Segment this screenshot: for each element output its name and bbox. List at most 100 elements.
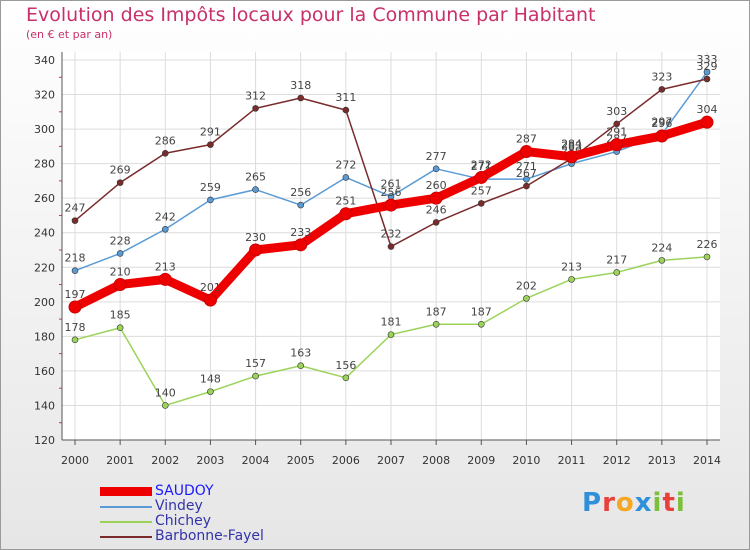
y-tick-label: 300 [34, 123, 55, 136]
y-tick-label: 240 [34, 227, 55, 240]
data-label: 251 [335, 195, 356, 208]
data-point [207, 141, 214, 148]
series-saudoy: 197 210 213 201 230 233 251 256 260 272 287 284 291 2… [65, 103, 718, 314]
chart-title: Evolution des Impôts locaux pour la Comm… [26, 4, 596, 26]
data-label: 213 [561, 260, 582, 273]
data-point [252, 105, 259, 112]
data-label: 272 [471, 158, 492, 171]
x-tick-label: 2001 [106, 454, 134, 467]
data-label: 242 [155, 210, 176, 223]
data-label: 228 [110, 234, 131, 247]
data-label: 269 [110, 164, 131, 177]
data-label: 297 [651, 115, 672, 128]
data-point [387, 331, 395, 338]
data-point [116, 179, 124, 186]
data-point [703, 75, 711, 83]
data-point [297, 94, 305, 102]
x-tick-label: 2011 [558, 454, 586, 467]
legend-swatch [100, 520, 152, 523]
logo-letter: i [675, 488, 686, 518]
data-label: 230 [245, 231, 266, 244]
data-label: 213 [155, 260, 176, 273]
data-point [297, 362, 305, 370]
data-label: 217 [606, 253, 627, 266]
x-tick-label: 2000 [61, 454, 89, 467]
data-label: 256 [381, 186, 402, 199]
data-point [252, 372, 259, 380]
data-label: 284 [561, 138, 582, 151]
legend-swatch [100, 535, 152, 538]
legend-swatch [100, 505, 152, 508]
y-tick-label: 320 [34, 89, 55, 102]
x-tick-label: 2012 [603, 454, 631, 467]
data-point [161, 402, 169, 409]
series-chichey: 178 185 140 148 157 163 156 181 187 187 202 213 217 2… [65, 238, 718, 409]
data-label: 318 [290, 79, 311, 92]
y-tick-label: 340 [34, 54, 55, 67]
data-label: 271 [516, 160, 537, 173]
data-point [207, 388, 214, 395]
data-point [116, 324, 124, 332]
data-point [432, 320, 440, 328]
legend-label: SAUDOY [155, 483, 214, 499]
x-tick-label: 2007 [377, 454, 405, 467]
data-label: 312 [245, 89, 266, 102]
series-barbonne-fayel: 247 269 286 291 312 318 311 232 246 257 267 283 303 3… [65, 60, 718, 250]
data-label: 185 [110, 309, 131, 322]
chart-subtitle: (en € et par an) [26, 28, 113, 41]
data-point [523, 295, 530, 302]
data-label: 291 [200, 126, 221, 139]
data-point [161, 149, 169, 157]
data-label: 233 [290, 226, 311, 239]
x-tick-label: 2009 [467, 454, 495, 467]
data-label: 232 [381, 228, 402, 241]
data-label: 304 [697, 103, 718, 116]
y-tick-label: 160 [34, 365, 55, 378]
data-label: 296 [651, 117, 672, 130]
data-label: 323 [651, 70, 672, 83]
data-point [342, 174, 350, 181]
y-tick-label: 120 [34, 434, 55, 447]
data-label: 291 [606, 126, 627, 139]
data-point [252, 186, 259, 193]
data-label: 224 [651, 241, 672, 254]
data-label: 333 [697, 53, 718, 66]
y-tick-label: 140 [34, 399, 55, 412]
data-label: 260 [426, 179, 447, 192]
data-point [655, 129, 669, 143]
legend-swatch [100, 487, 152, 496]
data-point [703, 68, 711, 76]
x-tick-label: 2010 [512, 454, 540, 467]
data-point [387, 243, 395, 250]
data-point [523, 182, 530, 190]
proxiti-logo: Proxiti [582, 488, 686, 518]
data-point [613, 269, 621, 276]
data-label: 218 [65, 252, 86, 265]
data-point [116, 250, 124, 257]
data-point [474, 170, 488, 184]
data-label: 311 [335, 91, 356, 104]
data-point [700, 115, 714, 129]
data-label: 329 [697, 60, 718, 73]
x-tick-label: 2014 [693, 454, 721, 467]
data-point [249, 243, 263, 257]
y-tick-label: 280 [34, 158, 55, 171]
data-label: 267 [516, 167, 537, 180]
data-label: 210 [110, 266, 131, 279]
data-label: 247 [65, 202, 86, 215]
data-point [658, 86, 666, 93]
y-tick-label: 220 [34, 261, 55, 274]
x-tick-label: 2005 [287, 454, 315, 467]
data-point [294, 238, 308, 252]
logo-letter: t [662, 488, 676, 518]
data-label: 226 [697, 238, 718, 251]
data-point [613, 120, 621, 128]
data-point [568, 276, 575, 283]
data-label: 163 [290, 347, 311, 360]
data-point [71, 336, 79, 344]
legend-label: Chichey [155, 513, 212, 529]
data-label: 197 [65, 288, 86, 301]
data-point [161, 225, 169, 233]
data-label: 157 [245, 357, 266, 370]
logo-letter: P [582, 488, 603, 518]
